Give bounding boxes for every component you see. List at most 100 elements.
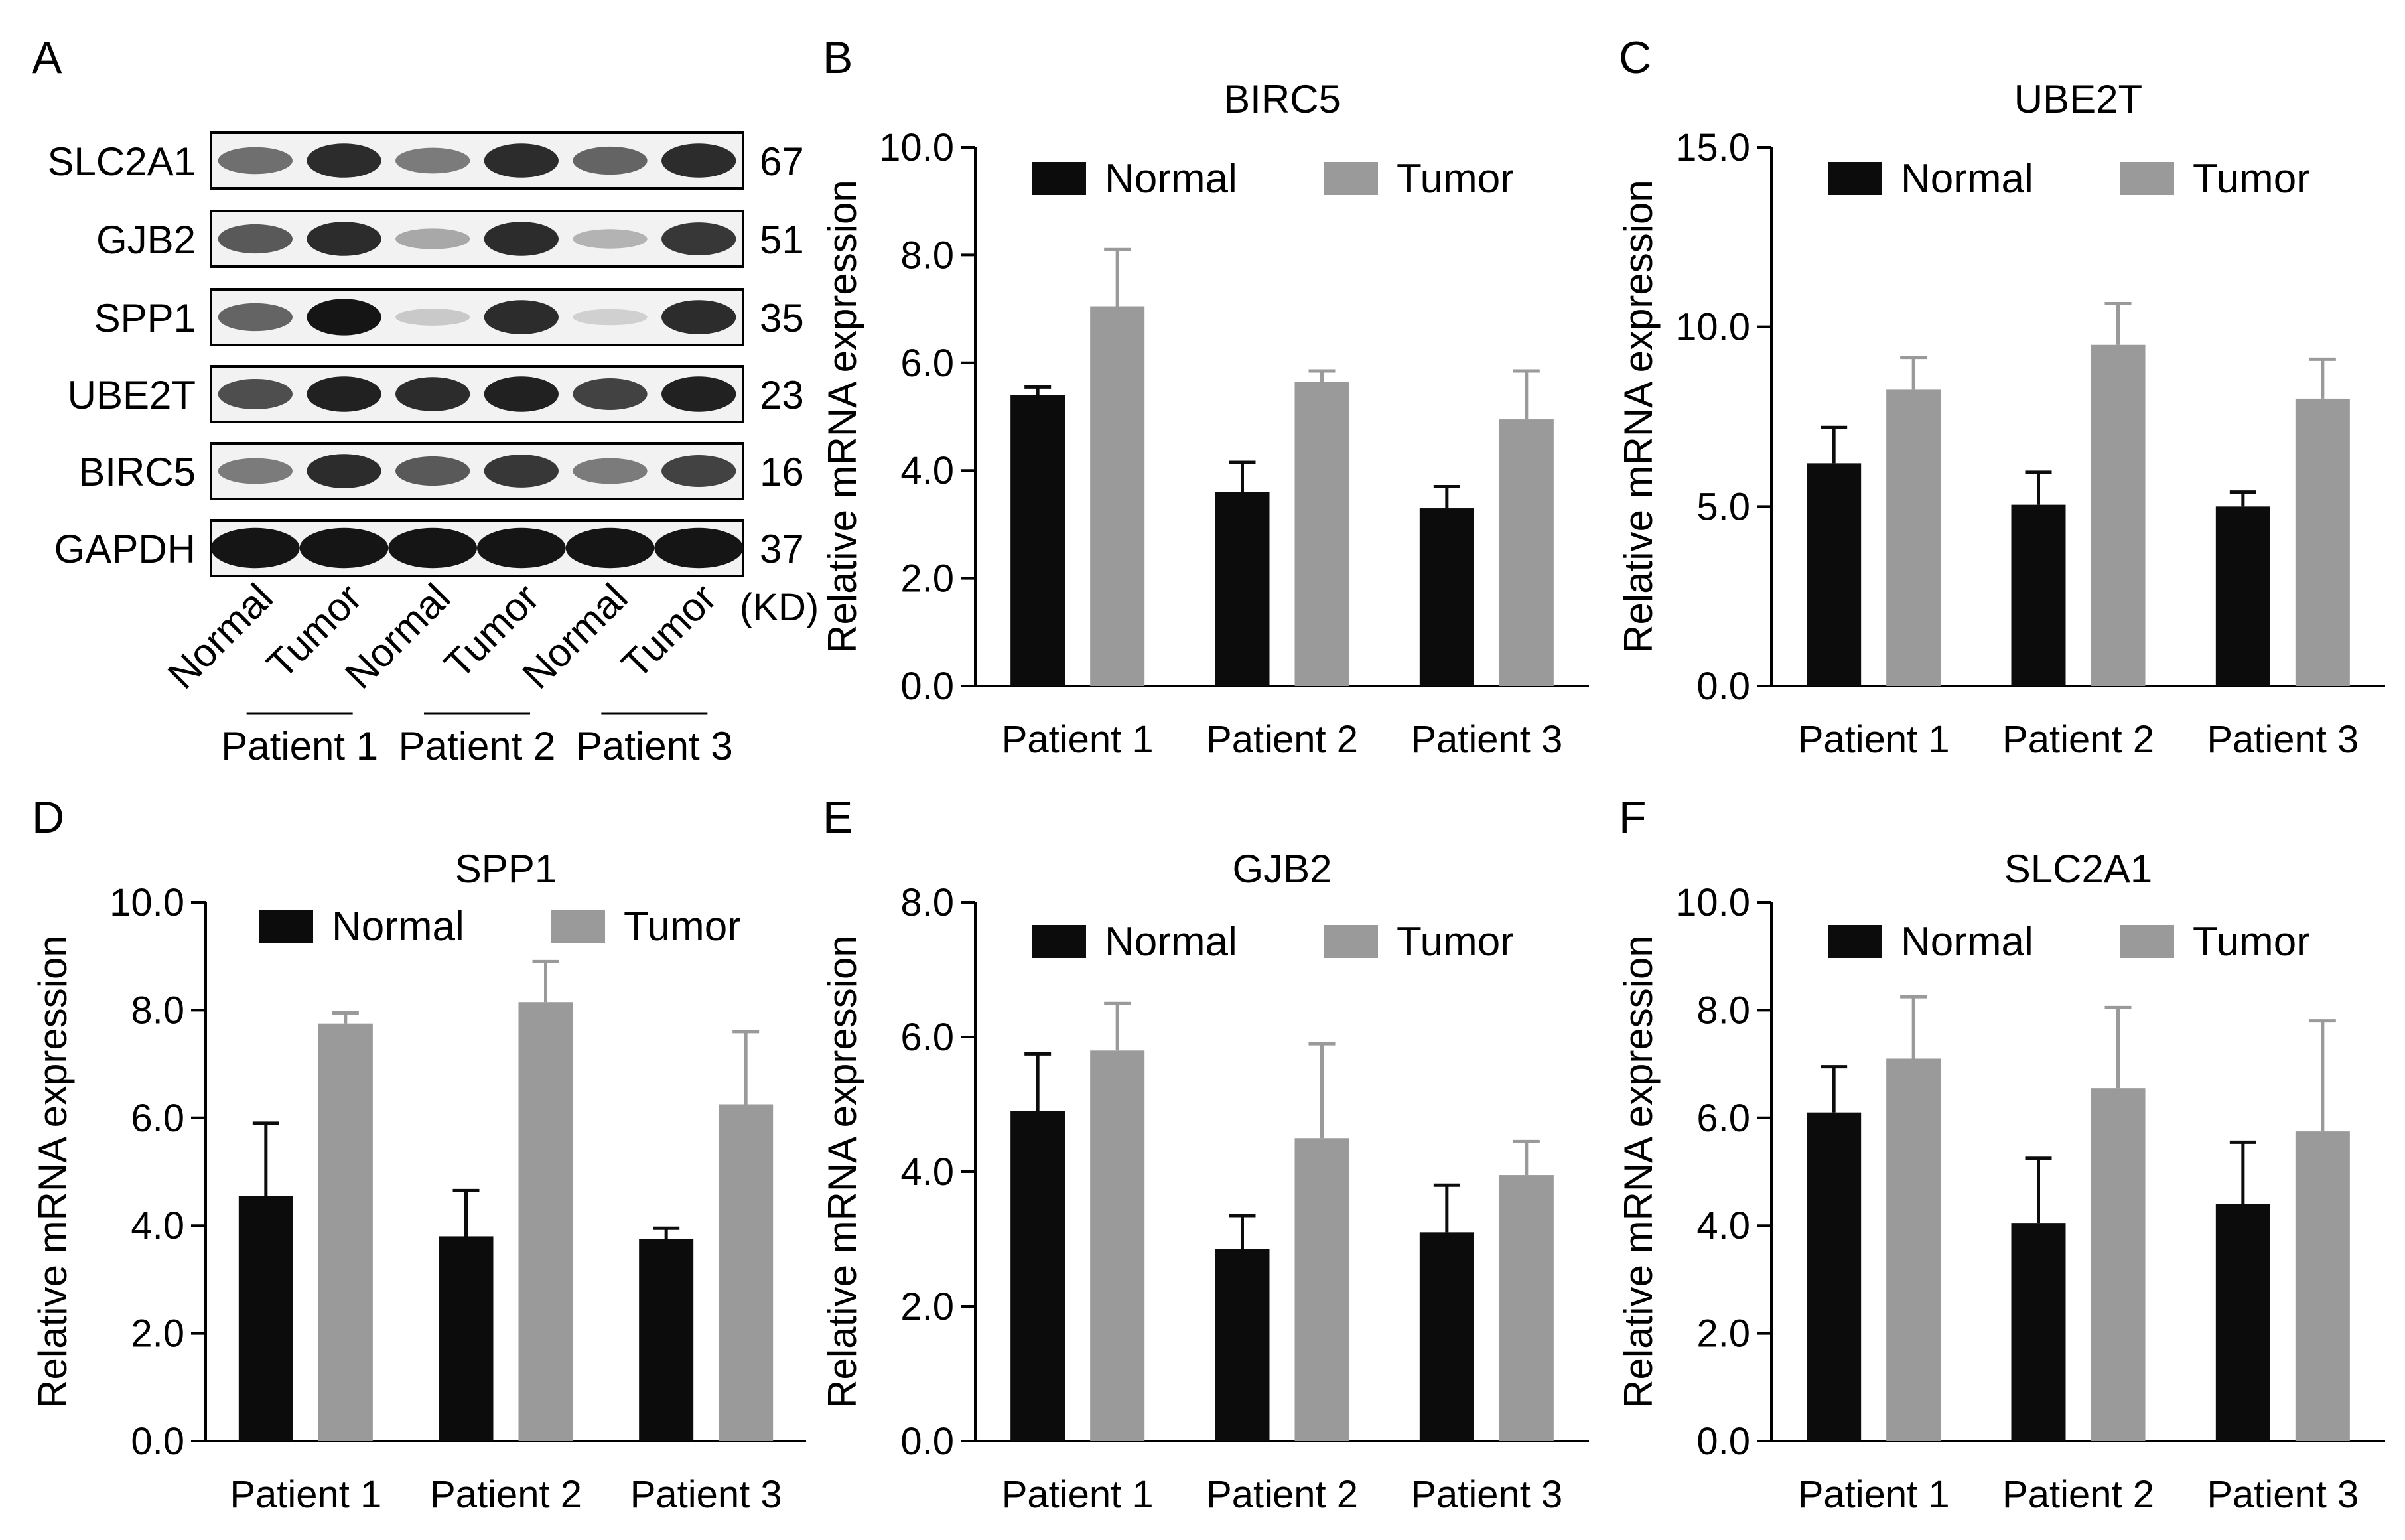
blot-band — [477, 527, 566, 569]
x-tick-label: Patient 1 — [1798, 718, 1950, 761]
chart-title: BIRC5 — [1223, 77, 1341, 121]
blot-band — [661, 376, 736, 412]
panel-label-a: A — [32, 33, 62, 83]
y-tick-label: 8.0 — [131, 989, 184, 1032]
x-tick-label: Patient 3 — [630, 1473, 782, 1516]
x-tick-label: Patient 1 — [1002, 718, 1154, 761]
y-tick-label: 8.0 — [1696, 989, 1750, 1032]
legend-label: Normal — [1901, 919, 2033, 965]
bar-normal — [1419, 508, 1474, 686]
bar-normal — [2011, 504, 2066, 686]
blot-kd-label: 35 — [760, 296, 804, 340]
legend-label: Tumor — [1397, 919, 1514, 965]
blot-group-label: Patient 1 — [221, 724, 378, 768]
legend-swatch-tumor — [2120, 925, 2174, 958]
blot-group-label: Patient 2 — [399, 724, 556, 768]
y-axis-label: Relative mRNA expression — [1616, 935, 1661, 1409]
bar-normal — [1807, 1112, 1862, 1441]
chart-spp1: SPP1 Relative mRNA expression 0.0 2.0 4.0 6.0… — [31, 847, 806, 1516]
y-tick-label: 0.0 — [131, 1420, 184, 1463]
bar-normal — [1010, 1111, 1065, 1441]
chart-title: UBE2T — [2014, 77, 2142, 121]
y-tick-label: 4.0 — [131, 1204, 184, 1247]
x-tick-label: Patient 2 — [2002, 1473, 2154, 1516]
blot-protein-label: SPP1 — [94, 296, 196, 340]
bar-tumor — [2091, 1088, 2146, 1441]
blot-kd-label: 23 — [760, 373, 804, 417]
bar-normal — [639, 1239, 694, 1441]
bar-normal — [1215, 492, 1270, 686]
panel-label-f: F — [1619, 792, 1647, 843]
y-tick-label: 0.0 — [1696, 1420, 1750, 1463]
y-tick-label: 15.0 — [1675, 126, 1750, 169]
blot-band — [218, 303, 293, 332]
x-tick-label: Patient 3 — [2207, 1473, 2359, 1516]
bar-normal — [2011, 1223, 2066, 1441]
x-tick-label: Patient 2 — [1206, 718, 1358, 761]
bar-normal — [238, 1196, 293, 1441]
x-tick-label: Patient 1 — [230, 1473, 381, 1516]
y-tick-label: 2.0 — [131, 1312, 184, 1356]
blot-protein-label: GAPDH — [54, 527, 196, 571]
x-tick-label: Patient 2 — [430, 1473, 582, 1516]
bar-tumor — [518, 1002, 573, 1441]
y-tick-label: 8.0 — [900, 881, 954, 924]
legend-swatch-normal — [1828, 925, 1882, 958]
blot-band — [395, 228, 470, 249]
blot-band — [211, 527, 300, 569]
blot-band — [661, 143, 736, 178]
bar-normal — [1010, 395, 1065, 686]
blot-band — [661, 455, 736, 487]
bar-tumor — [1886, 389, 1941, 686]
blot-band — [218, 458, 293, 484]
legend-label: Normal — [1105, 156, 1237, 202]
bar-tumor — [1294, 1138, 1349, 1441]
legend-swatch-tumor — [2120, 162, 2174, 195]
blot-band — [654, 527, 743, 569]
blot-band — [307, 222, 381, 256]
chart-gjb2: GJB2 Relative mRNA expression 0.0 2.0 4.0 6.0… — [820, 847, 1589, 1516]
blot-band — [573, 378, 648, 410]
chart-title: GJB2 — [1232, 847, 1332, 891]
legend-label: Tumor — [1397, 156, 1514, 202]
bar-tumor — [318, 1023, 373, 1441]
bar-tumor — [1090, 1050, 1145, 1441]
blot-strip — [210, 365, 744, 423]
blot-band — [484, 143, 559, 178]
blot-kd-label: 51 — [760, 218, 804, 262]
y-axis-label: Relative mRNA expression — [31, 935, 75, 1409]
y-tick-label: 10.0 — [109, 881, 184, 924]
legend-swatch-tumor — [551, 910, 605, 943]
blot-band — [395, 147, 470, 174]
blot-band — [484, 376, 559, 412]
blot-band — [395, 309, 470, 326]
y-tick-label: 0.0 — [900, 1420, 954, 1463]
blot-band — [218, 147, 293, 175]
y-axis-label: Relative mRNA expression — [820, 180, 864, 654]
blot-band — [307, 299, 381, 336]
x-tick-label: Patient 2 — [1206, 1473, 1358, 1516]
chart-slc2a1: SLC2A1 Relative mRNA expression 0.0 2.0 4.0 6… — [1616, 847, 2385, 1516]
bar-normal — [1807, 463, 1862, 686]
chart-title: SPP1 — [455, 847, 557, 891]
blot-band — [573, 458, 648, 484]
x-tick-label: Patient 2 — [2002, 718, 2154, 761]
y-axis-label: Relative mRNA expression — [1616, 180, 1661, 654]
x-tick-label: Patient 3 — [1410, 1473, 1562, 1516]
blot-strip — [210, 210, 744, 268]
y-tick-label: 2.0 — [900, 1285, 954, 1328]
y-tick-label: 2.0 — [900, 557, 954, 600]
blot-band — [395, 377, 470, 411]
legend-swatch-normal — [259, 910, 313, 943]
y-tick-label: 10.0 — [1675, 881, 1750, 924]
panel-label-d: D — [32, 792, 64, 843]
y-tick-label: 0.0 — [1696, 665, 1750, 708]
bar-tumor — [1499, 1175, 1554, 1441]
blot-strip — [210, 288, 744, 346]
bar-normal — [2215, 506, 2270, 686]
panel-label-b: B — [823, 33, 853, 83]
bar-tumor — [719, 1104, 774, 1441]
legend-label: Normal — [1901, 156, 2033, 202]
bar-tumor — [1090, 306, 1145, 686]
